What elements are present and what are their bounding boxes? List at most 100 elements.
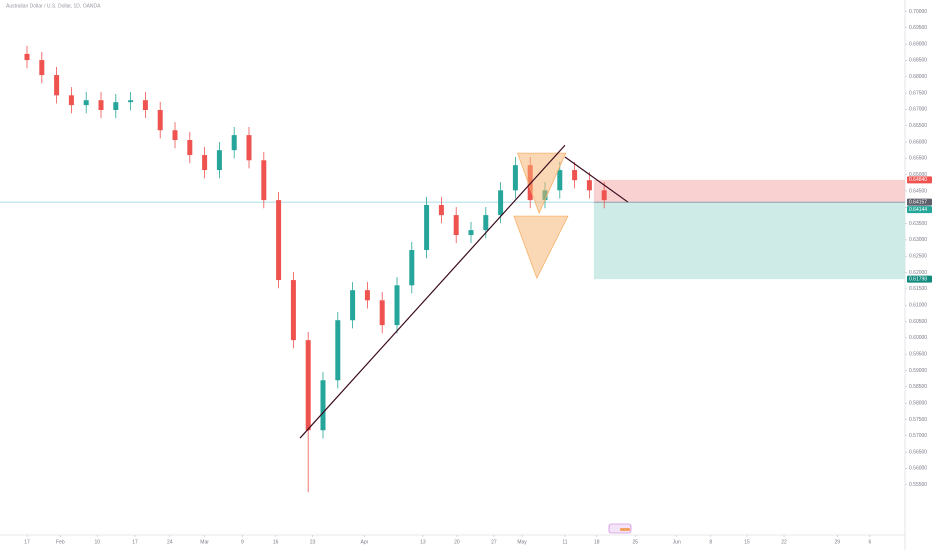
candle-body bbox=[438, 204, 444, 216]
x-tick-label: Jun bbox=[673, 539, 681, 545]
target-zone bbox=[593, 202, 905, 280]
candle-body bbox=[586, 180, 592, 191]
y-tick-label: 0.57500 bbox=[909, 417, 927, 423]
x-tick-label: 20 bbox=[454, 539, 460, 545]
candle-body bbox=[335, 320, 341, 381]
y-tick-label: 0.69500 bbox=[909, 25, 927, 31]
candle-body bbox=[231, 135, 237, 151]
x-tick-label: 17 bbox=[24, 539, 30, 545]
y-tick-label: 0.69000 bbox=[909, 41, 927, 47]
y-tick-label: 0.62000 bbox=[909, 270, 927, 276]
candle-body bbox=[601, 190, 607, 201]
x-tick-label: 29 bbox=[835, 539, 841, 545]
y-tick-label: 0.59500 bbox=[909, 351, 927, 357]
price-tag bbox=[907, 275, 932, 283]
price-tag bbox=[907, 176, 932, 184]
candle-body bbox=[24, 53, 30, 61]
triangle-pattern bbox=[513, 215, 569, 280]
y-tick-label: 0.65000 bbox=[909, 172, 927, 178]
logo bbox=[608, 523, 632, 534]
x-tick-label: 27 bbox=[491, 539, 497, 545]
candle-body bbox=[113, 102, 119, 111]
candle-body bbox=[216, 150, 222, 171]
candle-body bbox=[424, 204, 430, 251]
price-tag-label: 0.64144 bbox=[909, 207, 927, 213]
y-tick-label: 0.58500 bbox=[909, 384, 927, 390]
y-tick-label: 0.68500 bbox=[909, 58, 927, 64]
y-tick-label: 0.55500 bbox=[909, 482, 927, 488]
x-tick-label: 16 bbox=[273, 539, 279, 545]
y-tick-label: 0.67500 bbox=[909, 90, 927, 96]
candle-body bbox=[98, 100, 104, 111]
candle-body bbox=[379, 300, 385, 326]
y-tick-label: 0.58000 bbox=[909, 400, 927, 406]
y-tick-label: 0.68000 bbox=[909, 74, 927, 80]
candle-body bbox=[468, 230, 474, 236]
candle-body bbox=[572, 170, 578, 181]
y-tick-label: 0.60500 bbox=[909, 319, 927, 325]
y-tick-label: 0.65500 bbox=[909, 156, 927, 162]
candle-body bbox=[290, 280, 296, 341]
y-tick-label: 0.63500 bbox=[909, 221, 927, 227]
y-tick-label: 0.64500 bbox=[909, 188, 927, 194]
candle-body bbox=[364, 290, 370, 301]
y-tick-label: 0.66500 bbox=[909, 123, 927, 129]
candle-body bbox=[557, 170, 563, 191]
y-tick-label: 0.63000 bbox=[909, 237, 927, 243]
x-tick-label: 17 bbox=[132, 539, 138, 545]
candle-body bbox=[202, 155, 208, 171]
y-tick-label: 0.59000 bbox=[909, 368, 927, 374]
candle-body bbox=[350, 290, 356, 321]
candle-body bbox=[276, 200, 282, 281]
x-tick-label: May bbox=[517, 539, 527, 545]
triangle-pattern bbox=[517, 152, 567, 215]
price-tag-label: 0.61798 bbox=[909, 276, 927, 282]
y-tick-label: 0.60000 bbox=[909, 335, 927, 341]
x-tick-label: 22 bbox=[781, 539, 787, 545]
chart-title: Australian Dollar / U.S. Dollar, 1D, OAN… bbox=[6, 3, 101, 9]
y-tick-label: 0.70000 bbox=[909, 9, 927, 15]
x-tick-label: 23 bbox=[310, 539, 316, 545]
candle-body bbox=[453, 215, 459, 236]
candle-body bbox=[187, 140, 193, 156]
candle-body bbox=[498, 190, 504, 216]
candle-body bbox=[83, 100, 89, 106]
candle-body bbox=[68, 95, 74, 106]
y-tick-label: 0.62500 bbox=[909, 254, 927, 260]
candle-body bbox=[54, 75, 60, 96]
candle-body bbox=[409, 250, 415, 286]
candle-body bbox=[128, 100, 134, 103]
trendline bbox=[299, 144, 566, 439]
y-tick-label: 0.56500 bbox=[909, 449, 927, 455]
candle-body bbox=[261, 160, 267, 201]
candle-body bbox=[142, 100, 148, 111]
x-tick-label: 25 bbox=[632, 539, 638, 545]
y-tick-label: 0.56000 bbox=[909, 466, 927, 472]
x-tick-label: Feb bbox=[56, 539, 65, 545]
x-tick-label: 10 bbox=[95, 539, 101, 545]
x-tick-label: 6 bbox=[868, 539, 871, 545]
x-tick-label: 9 bbox=[241, 539, 244, 545]
price-tag bbox=[907, 198, 932, 206]
price-tag bbox=[907, 206, 932, 214]
x-tick-label: 8 bbox=[709, 539, 712, 545]
x-tick-label: 24 bbox=[167, 539, 173, 545]
candle-body bbox=[320, 380, 326, 431]
y-tick-label: 0.57000 bbox=[909, 433, 927, 439]
candle-body bbox=[512, 165, 518, 191]
y-tick-label: 0.66000 bbox=[909, 139, 927, 145]
x-tick-label: Mar bbox=[200, 539, 209, 545]
candle-body bbox=[246, 135, 252, 161]
x-tick-label: 11 bbox=[562, 539, 567, 545]
x-tick-label: 13 bbox=[420, 539, 426, 545]
x-tick-label: Apr bbox=[361, 539, 369, 545]
candle-body bbox=[39, 60, 45, 76]
y-tick-label: 0.61000 bbox=[909, 303, 927, 309]
candle-body bbox=[394, 285, 400, 326]
price-tag-label: 0.64157 bbox=[909, 199, 927, 205]
price-tag-label: 0.64840 bbox=[909, 177, 927, 183]
trendline bbox=[564, 156, 629, 203]
candle-body bbox=[305, 340, 311, 431]
candle-body bbox=[157, 110, 163, 131]
